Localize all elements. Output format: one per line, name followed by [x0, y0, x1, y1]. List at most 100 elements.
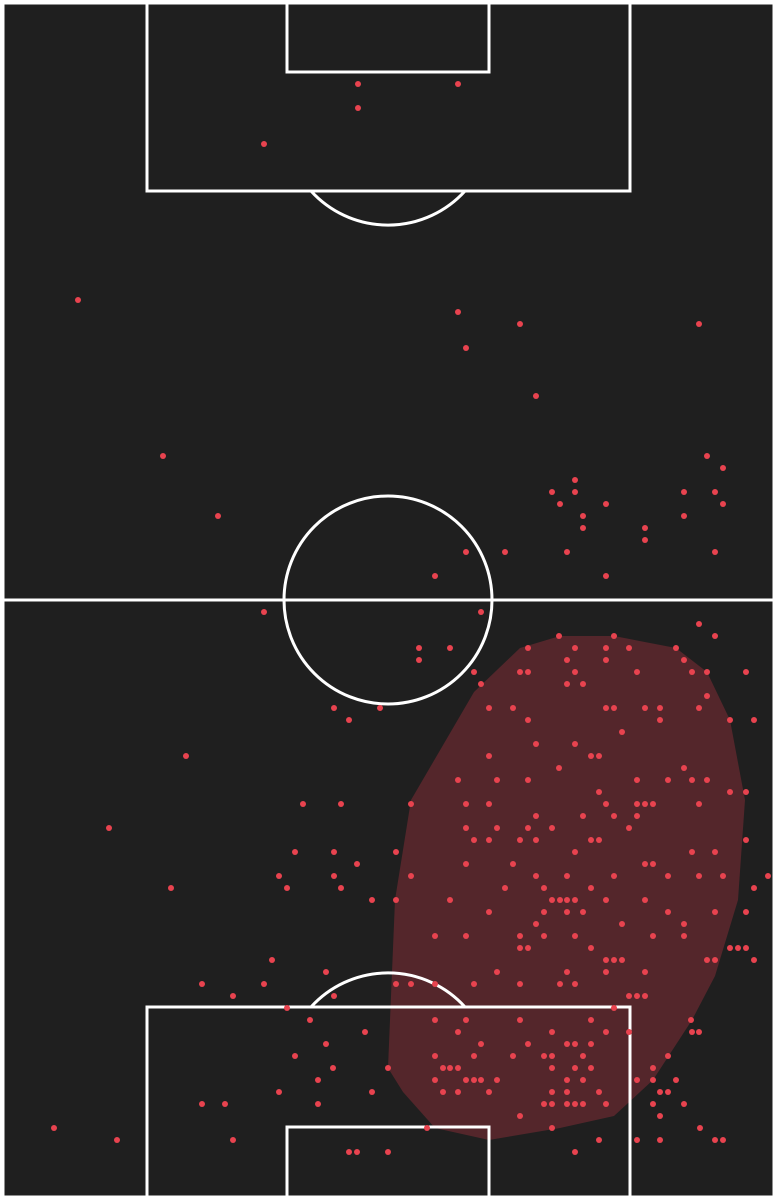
- event-point: [315, 1077, 321, 1083]
- event-point: [338, 801, 344, 807]
- event-point: [338, 885, 344, 891]
- event-point: [385, 1149, 391, 1155]
- event-point: [611, 957, 617, 963]
- event-point: [588, 1041, 594, 1047]
- event-point: [743, 945, 749, 951]
- event-point: [657, 1113, 663, 1119]
- event-point: [681, 513, 687, 519]
- event-point: [603, 1029, 609, 1035]
- event-point: [596, 753, 602, 759]
- event-point: [440, 1065, 446, 1071]
- event-point: [588, 1017, 594, 1023]
- event-point: [572, 981, 578, 987]
- event-point: [572, 933, 578, 939]
- event-point: [362, 1029, 368, 1035]
- event-point: [619, 921, 625, 927]
- event-point: [704, 777, 710, 783]
- event-point: [689, 777, 695, 783]
- event-point: [657, 1089, 663, 1095]
- six-yard-box: [285, 1, 491, 74]
- event-point: [455, 1065, 461, 1071]
- event-point: [269, 957, 275, 963]
- event-point: [704, 957, 710, 963]
- event-point: [541, 885, 547, 891]
- event-point: [681, 1101, 687, 1107]
- event-point: [580, 909, 586, 915]
- event-point: [611, 1005, 617, 1011]
- event-point: [720, 1137, 726, 1143]
- event-point: [564, 909, 570, 915]
- event-point: [346, 1149, 352, 1155]
- event-point: [517, 321, 523, 327]
- event-point: [541, 909, 547, 915]
- event-point: [168, 885, 174, 891]
- event-point: [751, 717, 757, 723]
- six-yard-box: [285, 1125, 491, 1199]
- event-point: [588, 837, 594, 843]
- event-point: [642, 525, 648, 531]
- event-point: [619, 957, 625, 963]
- event-point: [603, 573, 609, 579]
- event-point: [557, 981, 563, 987]
- event-point: [720, 873, 726, 879]
- event-point: [727, 945, 733, 951]
- event-point: [689, 669, 695, 675]
- event-point: [463, 861, 469, 867]
- event-point: [494, 1077, 500, 1083]
- event-point: [533, 921, 539, 927]
- event-point: [564, 969, 570, 975]
- event-point: [549, 489, 555, 495]
- event-point: [478, 681, 484, 687]
- event-point: [292, 1053, 298, 1059]
- event-point: [720, 465, 726, 471]
- event-point: [471, 669, 477, 675]
- event-point: [369, 897, 375, 903]
- event-point: [292, 849, 298, 855]
- event-point: [300, 801, 306, 807]
- event-point: [106, 825, 112, 831]
- event-point: [665, 777, 671, 783]
- event-point: [564, 1077, 570, 1083]
- event-point: [572, 1149, 578, 1155]
- event-point: [556, 633, 562, 639]
- event-point: [603, 957, 609, 963]
- event-point: [712, 1137, 718, 1143]
- event-point: [331, 849, 337, 855]
- event-point: [712, 489, 718, 495]
- event-point: [712, 549, 718, 555]
- event-point: [276, 1089, 282, 1095]
- event-point: [416, 657, 422, 663]
- event-point: [696, 321, 702, 327]
- event-point: [727, 717, 733, 723]
- event-point: [323, 969, 329, 975]
- event-point: [626, 1029, 632, 1035]
- event-point: [455, 1029, 461, 1035]
- event-point: [743, 837, 749, 843]
- event-point: [432, 1077, 438, 1083]
- event-point: [478, 1041, 484, 1047]
- event-point: [261, 609, 267, 615]
- event-point: [494, 777, 500, 783]
- event-point: [572, 897, 578, 903]
- event-point: [455, 81, 461, 87]
- penalty-arc: [309, 971, 467, 1009]
- event-point: [673, 1077, 679, 1083]
- event-point: [463, 825, 469, 831]
- event-point: [603, 897, 609, 903]
- event-point: [549, 1029, 555, 1035]
- event-point: [696, 705, 702, 711]
- event-point: [432, 573, 438, 579]
- event-point: [486, 837, 492, 843]
- event-point: [634, 993, 640, 999]
- event-point: [588, 1065, 594, 1071]
- event-point: [517, 933, 523, 939]
- event-point: [385, 1065, 391, 1071]
- event-point: [588, 885, 594, 891]
- event-point: [440, 1089, 446, 1095]
- event-point: [486, 1089, 492, 1095]
- event-point: [510, 705, 516, 711]
- event-point: [588, 945, 594, 951]
- event-point: [603, 705, 609, 711]
- event-point: [230, 993, 236, 999]
